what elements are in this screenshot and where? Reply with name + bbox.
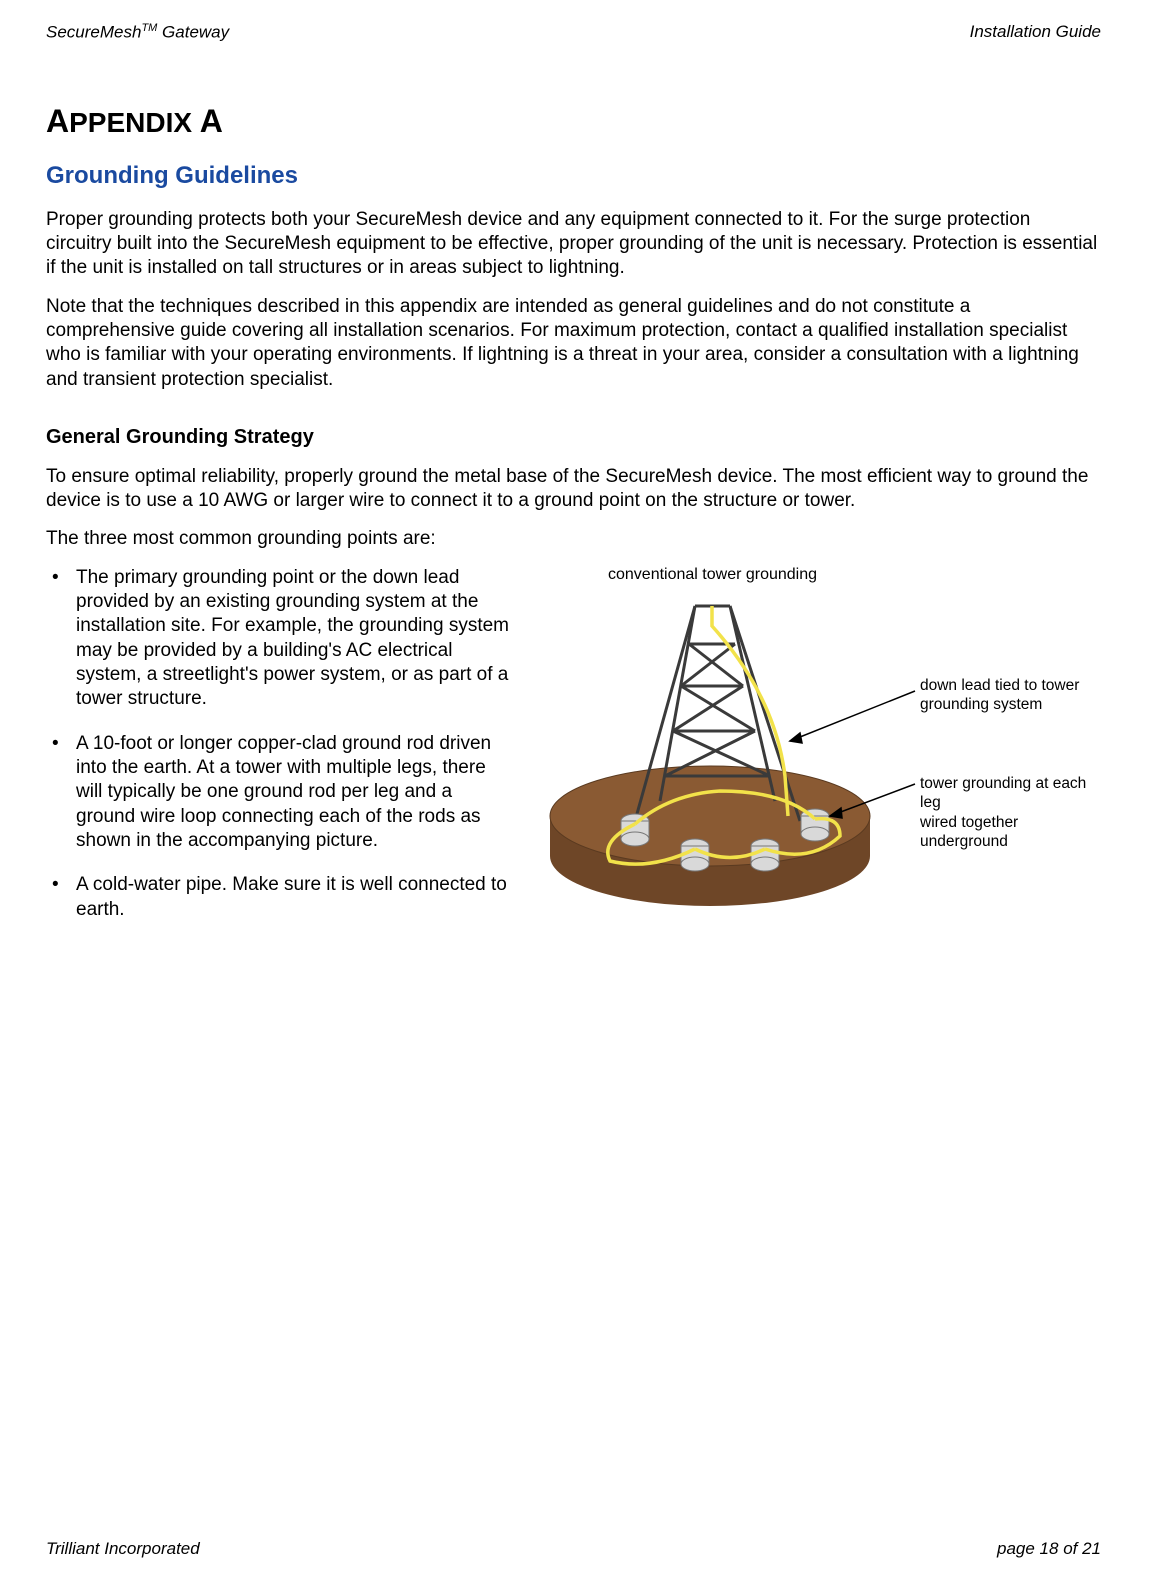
tm-mark: TM (141, 22, 157, 34)
header-right: Installation Guide (970, 22, 1101, 43)
list-item: A cold-water pipe. Make sure it is well … (46, 873, 516, 922)
footer-left: Trilliant Incorporated (46, 1539, 200, 1559)
bullet-list: The primary grounding point or the down … (46, 566, 516, 922)
header-left: SecureMeshTM Gateway (46, 22, 229, 43)
product-name: SecureMesh (46, 23, 141, 42)
diagram-label-2-line1: tower grounding at each leg (920, 775, 1086, 811)
appendix-title: APPENDIX A (46, 103, 1101, 140)
diagram-label-1: down lead tied to tower grounding system (920, 676, 1079, 715)
page-header: SecureMeshTM Gateway Installation Guide (46, 22, 1101, 43)
section-title: Grounding Guidelines (46, 162, 1101, 190)
appendix-cap-a: A (46, 103, 69, 139)
diagram-column: conventional tower grounding (540, 566, 1101, 942)
paragraph-4: The three most common grounding points a… (46, 527, 1101, 551)
tower-diagram: conventional tower grounding (540, 566, 1100, 926)
product-suffix: Gateway (157, 23, 229, 42)
paragraph-3: To ensure optimal reliability, properly … (46, 465, 1101, 514)
paragraph-2: Note that the techniques described in th… (46, 295, 1101, 392)
diagram-label-2: tower grounding at each leg wired togeth… (920, 774, 1100, 852)
diagram-label-2-line2: wired together underground (920, 814, 1018, 850)
footer-right: page 18 of 21 (997, 1539, 1101, 1559)
tower-svg (540, 566, 1100, 926)
diagram-label-1-line1: down lead tied to tower (920, 677, 1079, 694)
bullet-column: The primary grounding point or the down … (46, 566, 516, 942)
list-item: A 10-foot or longer copper-clad ground r… (46, 732, 516, 854)
subheading: General Grounding Strategy (46, 426, 1101, 449)
page-footer: Trilliant Incorporated page 18 of 21 (46, 1519, 1101, 1559)
list-item: The primary grounding point or the down … (46, 566, 516, 712)
diagram-label-top: conventional tower grounding (608, 566, 817, 584)
two-column-region: The primary grounding point or the down … (46, 566, 1101, 942)
paragraph-1: Proper grounding protects both your Secu… (46, 208, 1101, 281)
diagram-label-1-line2: grounding system (920, 696, 1042, 713)
appendix-letter: A (192, 103, 223, 139)
appendix-word: PPENDIX (69, 107, 192, 138)
